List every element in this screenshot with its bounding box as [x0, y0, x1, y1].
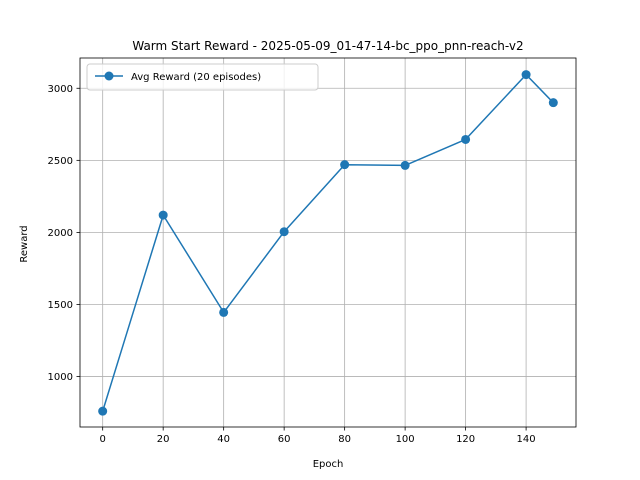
x-tick-label: 80	[338, 434, 351, 445]
data-point	[461, 134, 471, 144]
y-tick-label: 3000	[48, 84, 73, 95]
grid-lines	[80, 58, 576, 427]
legend-marker-sample	[104, 71, 114, 81]
x-tick-label: 60	[278, 434, 291, 445]
data-point	[340, 160, 350, 170]
y-tick-label: 1000	[48, 372, 73, 383]
x-tick-label: 20	[157, 434, 170, 445]
plot-frame	[79, 57, 577, 428]
data-point	[219, 307, 229, 317]
data-point	[521, 70, 531, 80]
x-tick-label: 0	[99, 434, 105, 445]
legend-entry-label: Avg Reward (20 episodes)	[131, 72, 261, 83]
x-tick-label: 140	[517, 434, 536, 445]
x-axis-ticks: 0 20 40 60 80 100 120 140	[99, 427, 536, 445]
data-point	[400, 160, 410, 170]
data-point	[158, 210, 168, 220]
data-point	[98, 406, 108, 416]
x-tick-label: 120	[456, 434, 475, 445]
x-tick-label: 100	[396, 434, 415, 445]
x-axis-label: Epoch	[313, 459, 344, 470]
y-tick-label: 1500	[48, 300, 73, 311]
data-point	[279, 227, 289, 237]
y-tick-label: 2000	[48, 228, 73, 239]
data-point	[548, 98, 558, 108]
y-axis-ticks: 1000 1500 2000 2500 3000	[48, 84, 80, 383]
y-axis-label: Reward	[19, 225, 30, 262]
chart-title: Warm Start Reward - 2025-05-09_01-47-14-…	[132, 39, 523, 53]
legend: Avg Reward (20 episodes)	[86, 63, 319, 91]
legend-box	[86, 63, 319, 91]
series-layer	[98, 70, 558, 416]
y-tick-label: 2500	[48, 156, 73, 167]
x-tick-label: 40	[217, 434, 230, 445]
